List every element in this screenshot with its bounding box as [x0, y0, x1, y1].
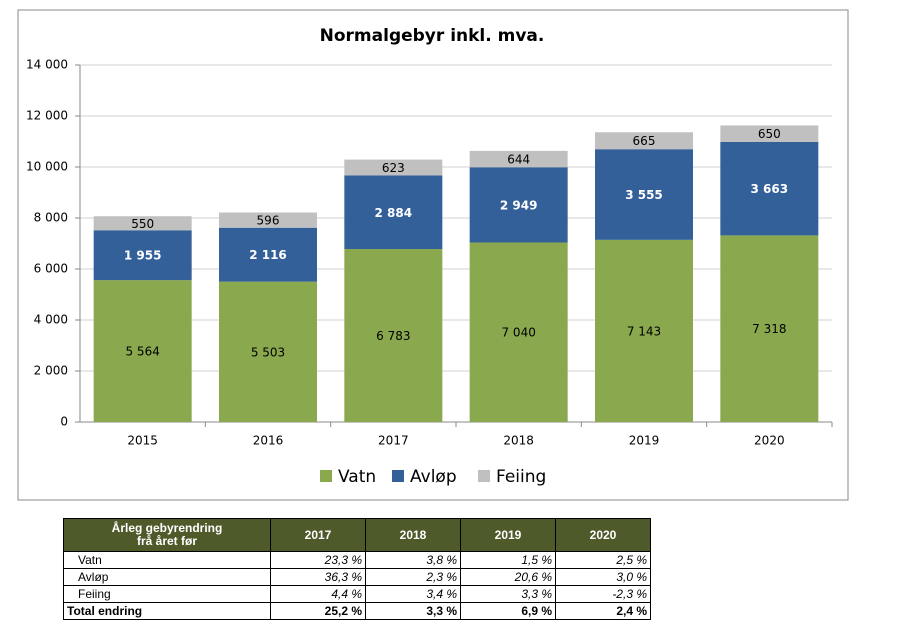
bar-segment — [720, 235, 819, 422]
bar-segment — [595, 149, 693, 240]
y-tick-label: 10 000 — [26, 160, 68, 174]
bar-segment — [93, 230, 192, 281]
table-cell: 2,5 % — [555, 551, 651, 569]
y-tick-label: 2 000 — [34, 364, 68, 378]
bar-segment — [344, 175, 443, 250]
header-cell: 2020 — [555, 518, 651, 552]
table-cell: 3,3 % — [460, 585, 556, 603]
data-label: 7 040 — [501, 326, 535, 340]
header-cell: 2018 — [365, 518, 461, 552]
bar-segment — [219, 227, 317, 282]
x-tick-label: 2019 — [629, 434, 660, 448]
y-tick-label: 0 — [60, 415, 68, 429]
table-cell: 6,9 % — [460, 602, 556, 620]
chart: Normalgebyr inkl. mva. 0 2 000 4 000 6 000 8… — [17, 9, 849, 501]
x-tick-label: 2017 — [378, 434, 409, 448]
data-label: 7 143 — [627, 324, 661, 338]
table-cell: 20,6 % — [460, 568, 556, 586]
data-label: 2 949 — [500, 198, 538, 212]
bar-segment — [219, 281, 317, 422]
legend-swatch — [392, 470, 404, 482]
table-cell: 3,4 % — [365, 585, 461, 603]
bar-segment — [720, 141, 819, 236]
chart-title: Normalgebyr inkl. mva. — [320, 26, 545, 46]
table-cell: 25,2 % — [270, 602, 366, 620]
table-cell: 23,3 % — [270, 551, 366, 569]
table-cell: 2,4 % — [555, 602, 651, 620]
bar-segment — [93, 216, 192, 231]
header-cell: 2017 — [270, 518, 366, 552]
bar-segment — [595, 132, 693, 150]
table-cell: Feiing — [63, 585, 271, 603]
data-label: 2 116 — [249, 248, 287, 262]
table-cell: 36,3 % — [270, 568, 366, 586]
data-label: 550 — [131, 217, 154, 231]
bar-segment — [219, 212, 317, 228]
table-cell: 3,3 % — [365, 602, 461, 620]
change-table: Årleg gebyrendring frå året før 2017 2018 20… — [63, 518, 651, 620]
table-cell: Avløp — [63, 568, 271, 586]
data-label: 665 — [633, 134, 656, 148]
bar-segment — [595, 239, 693, 422]
data-label: 3 555 — [625, 188, 663, 202]
legend-label: Vatn — [338, 467, 376, 487]
data-label: 644 — [507, 153, 530, 167]
table-cell: 3,0 % — [555, 568, 651, 586]
header-row: Årleg gebyrendring frå året før 2017 2018 20… — [63, 518, 651, 552]
legend-swatch — [320, 470, 332, 482]
data-label: 5 564 — [125, 345, 159, 359]
data-label: 623 — [382, 161, 405, 175]
bar-segment — [344, 249, 443, 422]
y-tick-label: 4 000 — [34, 313, 68, 327]
header-cell: 2019 — [460, 518, 556, 552]
x-tick-label: 2015 — [127, 434, 158, 448]
table-cell: 3,8 % — [365, 551, 461, 569]
table-row: Feiing 4,4 % 3,4 % 3,3 % -2,3 % — [63, 585, 651, 603]
x-tick-label: 2020 — [754, 434, 785, 448]
table-row: Vatn 23,3 % 3,8 % 1,5 % 2,5 % — [63, 551, 651, 569]
y-tick-label: 6 000 — [34, 262, 68, 276]
bar-segment — [469, 242, 568, 422]
data-label: 5 503 — [251, 345, 285, 359]
data-label: 3 663 — [751, 182, 789, 196]
legend-label: Avløp — [410, 467, 457, 487]
header-cell: Årleg gebyrendring frå året før — [63, 518, 271, 552]
y-tick-label: 14 000 — [26, 58, 68, 72]
table-cell: Total endring — [63, 602, 271, 620]
table-row: Avløp 36,3 % 2,3 % 20,6 % 3,0 % — [63, 568, 651, 586]
y-tick-label: 8 000 — [34, 211, 68, 225]
bar-segment — [93, 280, 192, 422]
data-label: 1 955 — [124, 249, 162, 263]
data-label: 650 — [758, 127, 781, 141]
table-cell: 2,3 % — [365, 568, 461, 586]
y-tick-label: 12 000 — [26, 109, 68, 123]
table-cell: 4,4 % — [270, 585, 366, 603]
header-line: frå året før — [136, 534, 198, 548]
x-tick-label: 2018 — [503, 434, 534, 448]
table-cell: -2,3 % — [555, 585, 651, 603]
table-cell: Vatn — [63, 551, 271, 569]
data-label: 2 884 — [375, 206, 413, 220]
data-label: 7 318 — [752, 322, 786, 336]
bar-segment — [469, 167, 568, 243]
table-row: Total endring 25,2 % 3,3 % 6,9 % 2,4 % — [63, 602, 651, 620]
header-line: Årleg gebyrendring — [111, 521, 223, 535]
legend-label: Feiing — [496, 467, 546, 487]
bar-segment — [720, 125, 819, 142]
legend-swatch — [478, 470, 490, 482]
data-label: 596 — [257, 214, 280, 228]
x-tick-label: 2016 — [253, 434, 284, 448]
table-cell: 1,5 % — [460, 551, 556, 569]
bar-segment — [344, 159, 443, 176]
data-label: 6 783 — [376, 329, 410, 343]
bar-segment — [469, 150, 568, 168]
